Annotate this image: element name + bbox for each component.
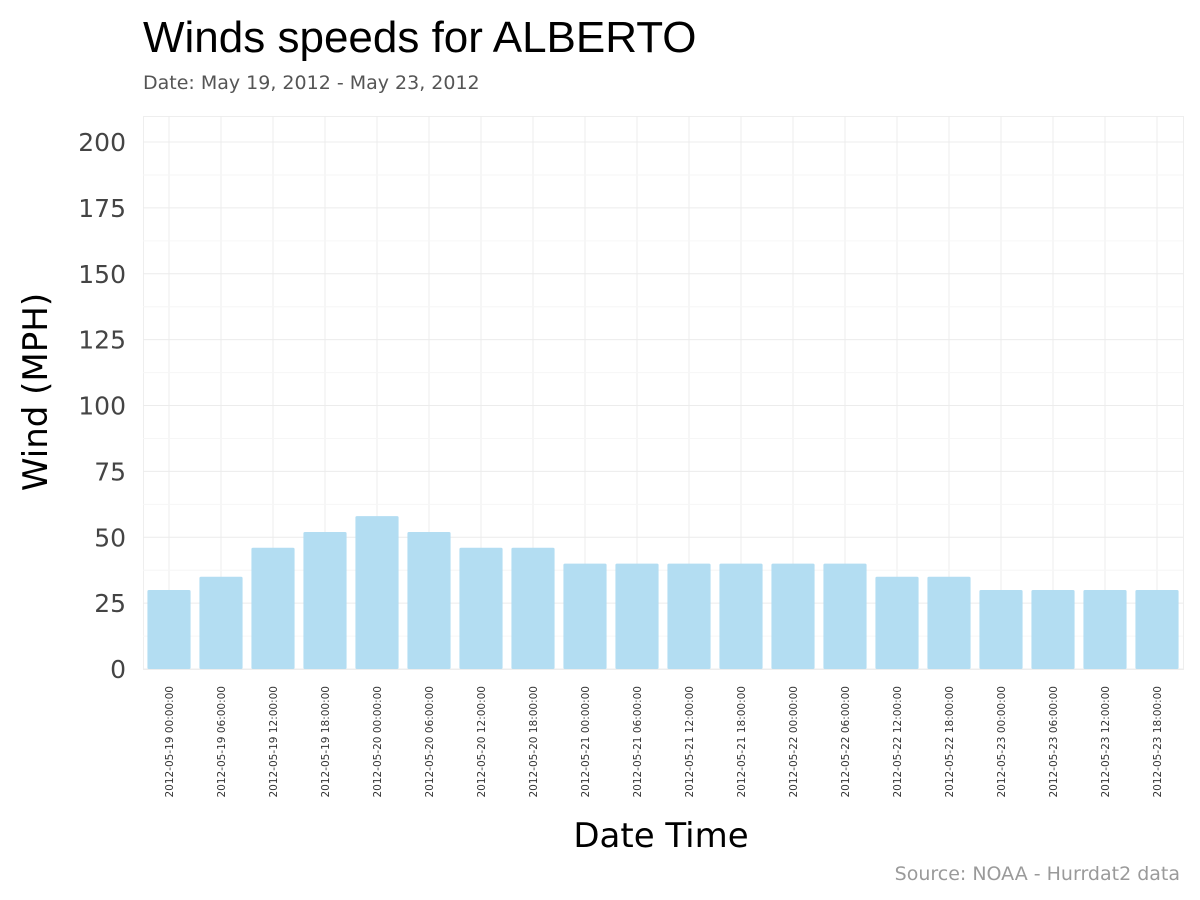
x-tick-label: 2012-05-20 06:00:00 xyxy=(424,686,436,798)
bar xyxy=(251,547,295,669)
x-tick-label: 2012-05-20 12:00:00 xyxy=(476,686,488,798)
bar xyxy=(979,589,1023,669)
x-tick-label: 2012-05-21 12:00:00 xyxy=(684,686,696,798)
x-axis-title: Date Time xyxy=(573,816,748,856)
y-axis-ticks: 0 25 50 75 100 125 150 175 200 xyxy=(78,128,126,684)
y-tick-label: 175 xyxy=(78,194,126,223)
x-tick-label: 2012-05-23 06:00:00 xyxy=(1048,686,1060,798)
x-axis-ticks: 2012-05-19 00:00:00 2012-05-19 06:00:00 20… xyxy=(164,686,1164,798)
bar xyxy=(355,516,399,669)
bar xyxy=(823,563,867,669)
y-axis-title: Wind (MPH) xyxy=(16,293,56,491)
chart-subtitle: Date: May 19, 2012 - May 23, 2012 xyxy=(143,72,480,94)
bar xyxy=(875,576,919,669)
y-tick-label: 200 xyxy=(78,128,126,157)
bar xyxy=(563,563,607,669)
x-tick-label: 2012-05-21 18:00:00 xyxy=(736,686,748,798)
x-tick-label: 2012-05-19 06:00:00 xyxy=(216,686,228,798)
bar xyxy=(667,563,711,669)
x-tick-label: 2012-05-21 00:00:00 xyxy=(580,686,592,798)
grid-lines xyxy=(143,116,1183,670)
bar xyxy=(303,531,347,669)
x-tick-label: 2012-05-23 18:00:00 xyxy=(1152,686,1164,798)
bar xyxy=(147,589,191,669)
y-tick-label: 150 xyxy=(78,260,126,289)
x-tick-label: 2012-05-19 12:00:00 xyxy=(268,686,280,798)
x-tick-label: 2012-05-19 00:00:00 xyxy=(164,686,176,798)
chart-caption: Source: NOAA - Hurrdat2 data xyxy=(895,863,1180,885)
x-tick-label: 2012-05-19 18:00:00 xyxy=(320,686,332,798)
bar xyxy=(407,531,451,669)
bar xyxy=(615,563,659,669)
y-tick-label: 0 xyxy=(110,655,126,684)
x-tick-label: 2012-05-20 00:00:00 xyxy=(372,686,384,798)
x-tick-label: 2012-05-22 00:00:00 xyxy=(788,686,800,798)
bar xyxy=(1031,589,1075,669)
bar xyxy=(719,563,763,669)
y-tick-label: 100 xyxy=(78,392,126,421)
bar xyxy=(1135,589,1179,669)
x-tick-label: 2012-05-22 06:00:00 xyxy=(840,686,852,798)
x-tick-label: 2012-05-20 18:00:00 xyxy=(528,686,540,798)
bars xyxy=(147,516,1179,669)
x-tick-label: 2012-05-23 00:00:00 xyxy=(996,686,1008,798)
chart-title: Winds speeds for ALBERTO xyxy=(143,13,697,62)
y-tick-label: 50 xyxy=(94,523,126,552)
x-tick-label: 2012-05-22 12:00:00 xyxy=(892,686,904,798)
bar xyxy=(459,547,503,669)
bar xyxy=(771,563,815,669)
bar xyxy=(1083,589,1127,669)
plot-panel xyxy=(143,116,1184,670)
bar xyxy=(511,547,555,669)
x-tick-label: 2012-05-23 12:00:00 xyxy=(1100,686,1112,798)
y-tick-label: 75 xyxy=(94,457,126,486)
bar xyxy=(199,576,243,669)
bar xyxy=(927,576,971,669)
y-tick-label: 25 xyxy=(94,589,126,618)
y-tick-label: 125 xyxy=(78,326,126,355)
x-tick-label: 2012-05-21 06:00:00 xyxy=(632,686,644,798)
x-tick-label: 2012-05-22 18:00:00 xyxy=(944,686,956,798)
